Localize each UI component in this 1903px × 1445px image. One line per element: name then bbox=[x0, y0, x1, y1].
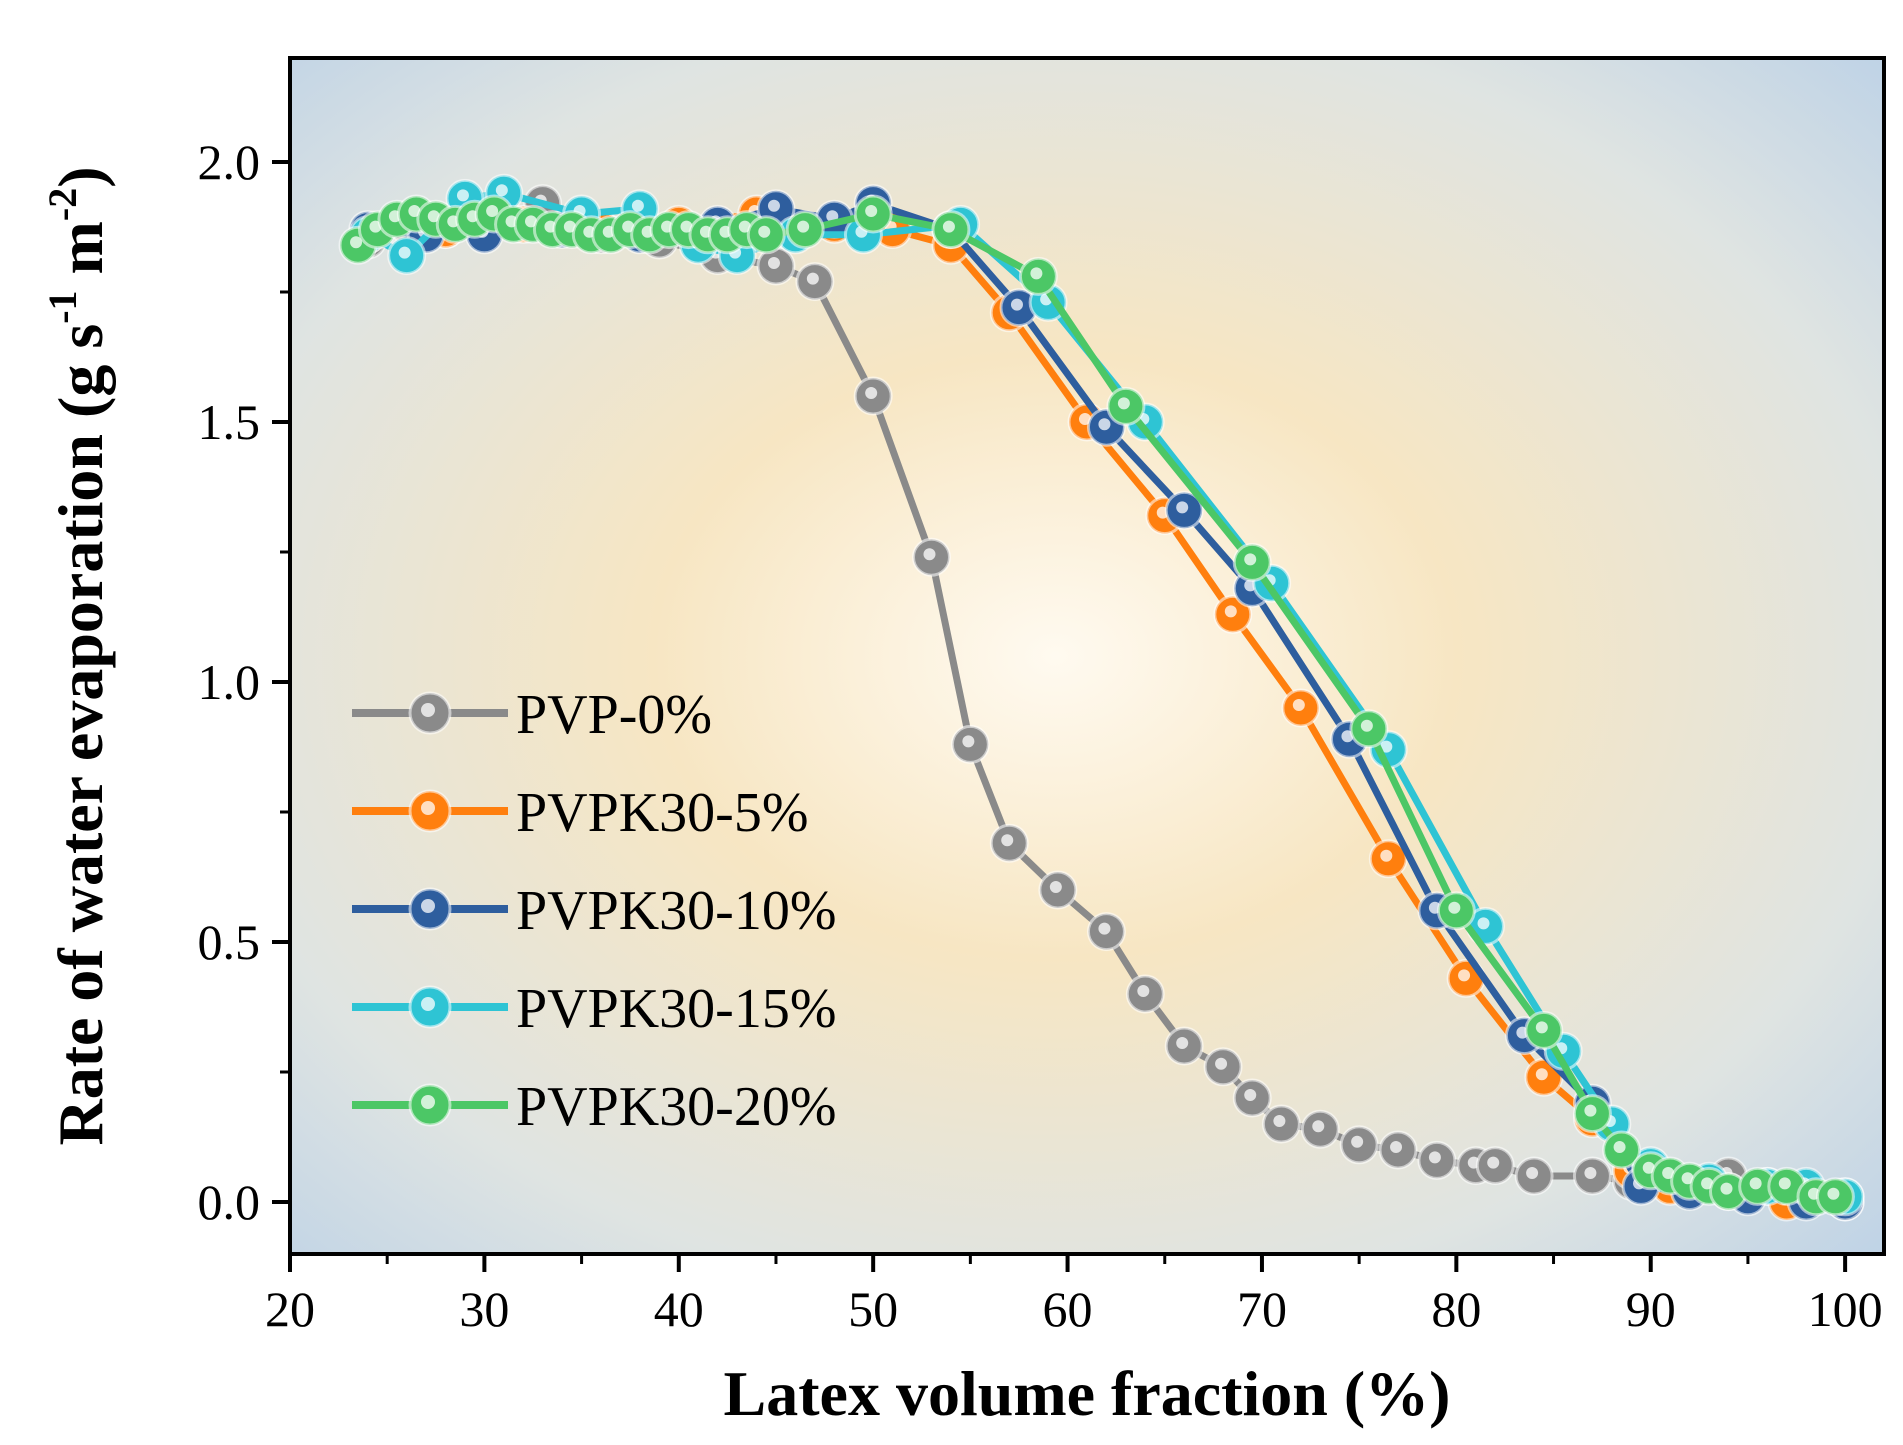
legend-item: PVPK30-10% bbox=[352, 880, 836, 942]
data-point-highlight bbox=[1487, 1156, 1500, 1169]
data-point-highlight bbox=[865, 205, 878, 217]
data-point-highlight bbox=[495, 184, 508, 197]
data-point-highlight bbox=[1380, 740, 1393, 753]
data-point-highlight bbox=[1030, 267, 1043, 280]
plot-area-background bbox=[290, 58, 1884, 1254]
x-tick-label: 80 bbox=[1431, 1281, 1481, 1337]
legend-label: PVPK30-10% bbox=[516, 880, 836, 942]
data-point-highlight bbox=[1224, 605, 1237, 618]
data-point-highlight bbox=[1049, 881, 1062, 893]
x-axis-title: Latex volume fraction (%) bbox=[724, 1358, 1451, 1429]
legend-marker-highlight bbox=[421, 1095, 435, 1109]
y-tick-label: 1.5 bbox=[198, 394, 261, 450]
data-point-highlight bbox=[1720, 1182, 1733, 1195]
data-point-highlight bbox=[1312, 1120, 1325, 1133]
legend-item: PVP-0% bbox=[352, 684, 712, 746]
data-point-highlight bbox=[767, 257, 780, 269]
data-point-highlight bbox=[631, 199, 644, 212]
x-tick-label: 20 bbox=[265, 1281, 315, 1337]
data-point-highlight bbox=[456, 189, 469, 202]
x-tick-label: 30 bbox=[459, 1281, 509, 1337]
plot-frame bbox=[288, 56, 1886, 1256]
legend-item: PVPK30-5% bbox=[352, 782, 808, 844]
data-point-highlight bbox=[1827, 1187, 1840, 1200]
x-tick-label: 50 bbox=[848, 1281, 898, 1337]
data-point-highlight bbox=[1448, 901, 1461, 914]
data-point-highlight bbox=[1535, 1068, 1548, 1081]
y-axis-title: Rate of water evaporation (g s-1 m-2) bbox=[40, 166, 116, 1145]
legend-label: PVPK30-15% bbox=[516, 978, 836, 1040]
data-point-highlight bbox=[1244, 1089, 1257, 1101]
y-tick-label: 0.5 bbox=[198, 914, 261, 970]
data-point-highlight bbox=[1292, 699, 1305, 711]
data-point-highlight bbox=[1176, 501, 1189, 514]
data-point-highlight bbox=[1351, 1135, 1364, 1148]
y-tick-label: 1.0 bbox=[198, 654, 261, 710]
data-point-highlight bbox=[1215, 1057, 1228, 1070]
data-point-highlight bbox=[942, 220, 955, 233]
data-point-highlight bbox=[1244, 553, 1257, 566]
legend-label: PVPK30-5% bbox=[516, 782, 808, 844]
data-point-highlight bbox=[1584, 1167, 1597, 1179]
data-point-highlight bbox=[398, 246, 411, 259]
data-point-highlight bbox=[1535, 1021, 1548, 1034]
x-tick-label: 90 bbox=[1626, 1281, 1676, 1337]
y-tick-label: 2.0 bbox=[198, 134, 261, 190]
data-point-highlight bbox=[350, 236, 363, 249]
data-point-highlight bbox=[806, 272, 819, 285]
data-point-highlight bbox=[1098, 418, 1111, 431]
data-point-highlight bbox=[486, 205, 499, 217]
series-layer bbox=[338, 173, 1865, 1222]
data-point-highlight bbox=[962, 735, 975, 748]
data-point-highlight bbox=[1477, 917, 1490, 930]
data-point-highlight bbox=[1360, 719, 1373, 732]
legend-label: PVP-0% bbox=[516, 684, 712, 746]
y-tick-label: 0.0 bbox=[198, 1174, 261, 1230]
data-point-highlight bbox=[1137, 985, 1150, 997]
data-point-highlight bbox=[1778, 1177, 1791, 1190]
legend-marker-highlight bbox=[421, 997, 435, 1011]
x-tick-label: 60 bbox=[1043, 1281, 1093, 1337]
legend-marker-highlight bbox=[421, 703, 435, 717]
data-point-highlight bbox=[1380, 849, 1393, 862]
data-point-highlight bbox=[865, 387, 878, 399]
x-tick-label: 40 bbox=[654, 1281, 704, 1337]
legend-marker-highlight bbox=[421, 801, 435, 815]
data-point-highlight bbox=[1390, 1141, 1403, 1153]
data-point-highlight bbox=[1010, 298, 1023, 311]
data-point-highlight bbox=[1176, 1037, 1189, 1049]
data-point-highlight bbox=[758, 225, 771, 238]
data-point-highlight bbox=[1117, 397, 1130, 410]
legend: PVP-0% PVPK30-5% PVPK30-10% PVPK30-15% PVPK3… bbox=[352, 684, 836, 1138]
data-point-highlight bbox=[1584, 1104, 1597, 1117]
data-point-highlight bbox=[1458, 969, 1471, 982]
data-point-highlight bbox=[797, 220, 810, 233]
x-tick-label: 100 bbox=[1808, 1281, 1883, 1337]
data-point-highlight bbox=[1526, 1167, 1539, 1179]
data-point-highlight bbox=[1428, 1151, 1441, 1164]
data-point-highlight bbox=[767, 199, 780, 212]
x-tick-label: 70 bbox=[1237, 1281, 1287, 1337]
legend-marker-highlight bbox=[421, 899, 435, 913]
series-PVPK30-20% bbox=[338, 194, 1855, 1217]
data-point-highlight bbox=[923, 548, 936, 561]
data-point-highlight bbox=[1001, 834, 1014, 847]
legend-label: PVPK30-20% bbox=[516, 1076, 836, 1138]
legend-item: PVPK30-15% bbox=[352, 978, 836, 1040]
data-point-highlight bbox=[1749, 1177, 1762, 1190]
data-point-highlight bbox=[1273, 1115, 1286, 1127]
legend-item: PVPK30-20% bbox=[352, 1076, 836, 1138]
axis-layer: 20 30 40 50 60 70 80 90 100 0.0 0.5 1.0 1.5 2.0 bbox=[198, 134, 1883, 1337]
data-point-highlight bbox=[1613, 1141, 1626, 1153]
data-point-highlight bbox=[1098, 922, 1111, 935]
